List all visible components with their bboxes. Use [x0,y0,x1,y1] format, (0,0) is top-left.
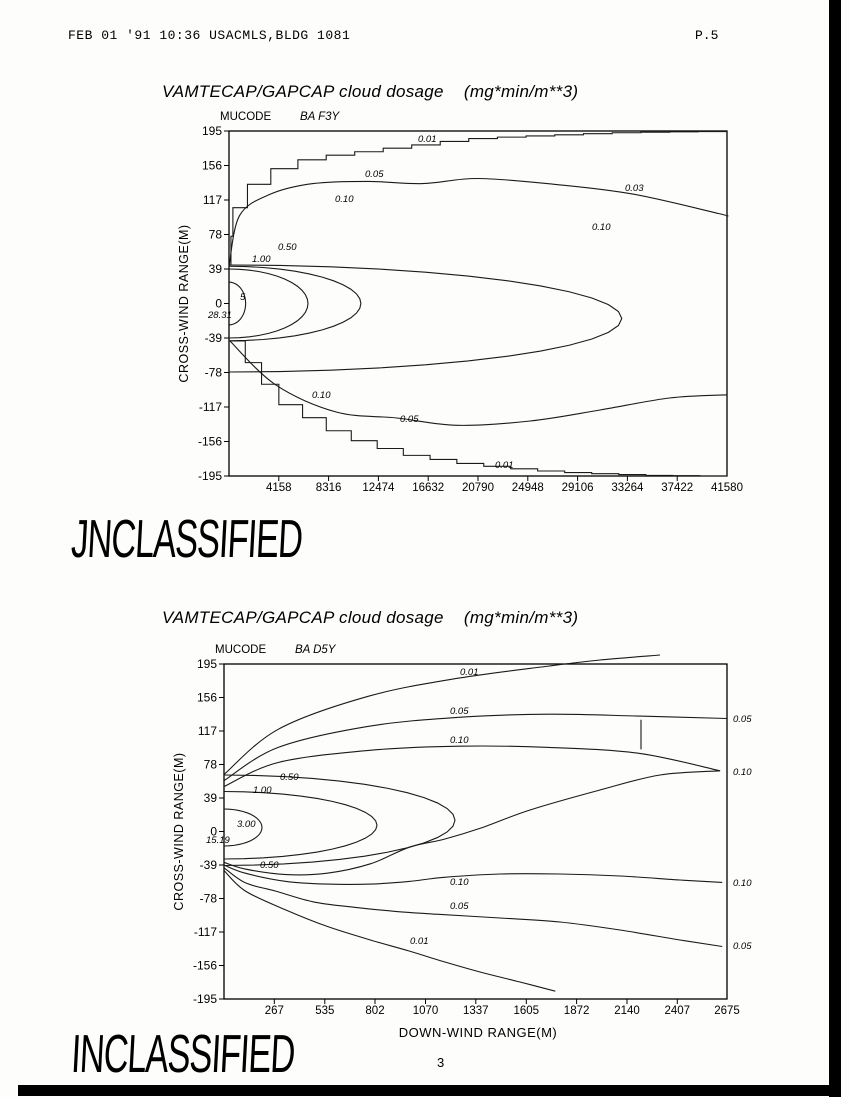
svg-text:267: 267 [265,1005,284,1017]
svg-text:MUCODE: MUCODE [215,644,266,656]
svg-text:39: 39 [204,791,218,805]
svg-text:1337: 1337 [463,1005,489,1017]
svg-text:802: 802 [365,1005,384,1017]
svg-text:0.05: 0.05 [733,714,752,725]
svg-text:-78: -78 [200,892,218,906]
svg-text:1070: 1070 [413,1005,439,1017]
svg-text:-156: -156 [193,959,217,973]
svg-text:1872: 1872 [564,1005,590,1017]
svg-text:-117: -117 [194,925,217,939]
svg-text:DOWN-WIND RANGE(M): DOWN-WIND RANGE(M) [399,1025,557,1040]
svg-text:0.10: 0.10 [450,877,469,888]
svg-text:2407: 2407 [665,1005,691,1017]
svg-text:156: 156 [197,691,217,705]
svg-text:535: 535 [315,1005,334,1017]
svg-text:78: 78 [204,758,218,772]
svg-text:0.01: 0.01 [460,667,479,678]
svg-text:15.19: 15.19 [206,835,230,846]
svg-text:1605: 1605 [514,1005,540,1017]
svg-text:0.10: 0.10 [733,878,752,889]
svg-text:0.50: 0.50 [280,772,299,783]
svg-text:2140: 2140 [614,1005,640,1017]
svg-text:BA D5Y: BA D5Y [295,644,337,656]
svg-text:2675: 2675 [714,1005,740,1017]
svg-text:-195: -195 [193,992,217,1006]
svg-text:-39: -39 [200,858,218,872]
svg-text:0.50: 0.50 [260,860,279,871]
svg-text:0.10: 0.10 [733,767,752,778]
svg-text:0.05: 0.05 [733,941,752,952]
svg-text:0.10: 0.10 [450,735,469,746]
svg-text:0.01: 0.01 [410,936,429,947]
svg-text:3.00: 3.00 [237,819,256,830]
svg-text:CROSS-WIND RANGE(M): CROSS-WIND RANGE(M) [172,752,186,910]
svg-text:117: 117 [198,724,217,738]
svg-text:0.05: 0.05 [450,901,469,912]
svg-text:0.05: 0.05 [450,706,469,717]
svg-text:1.00: 1.00 [253,785,272,796]
svg-text:195: 195 [197,657,217,671]
